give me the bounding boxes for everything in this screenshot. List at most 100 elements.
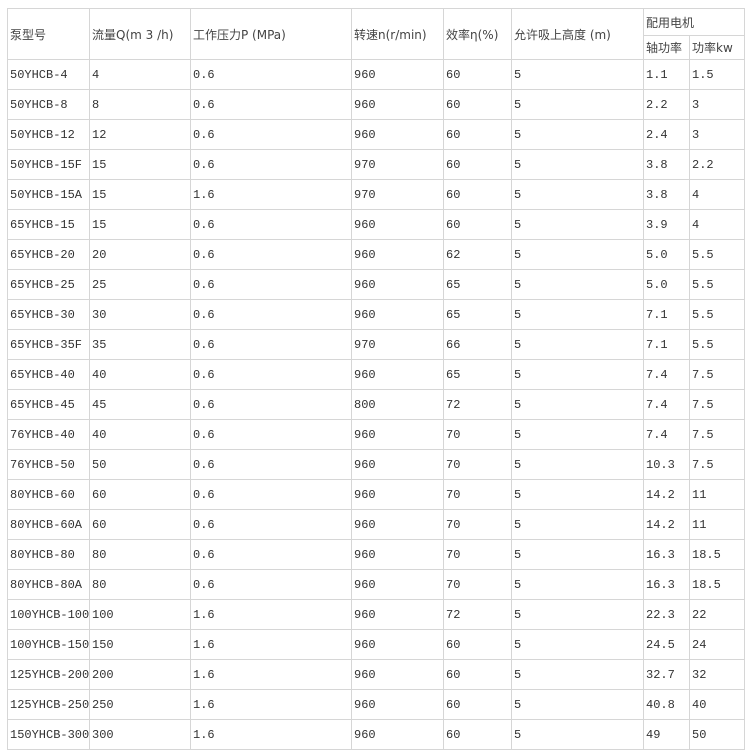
cell-pressure: 1.6: [190, 629, 352, 660]
cell-flow: 100: [89, 599, 191, 630]
cell-pressure: 1.6: [190, 179, 352, 210]
cell-flow: 60: [89, 509, 191, 540]
cell-model: 76YHCB-40: [7, 419, 90, 450]
table-row: 50YHCB-12 12 0.6 960 60 5 2.4 3: [7, 119, 746, 150]
cell-suction: 5: [511, 299, 644, 330]
cell-speed: 960: [351, 299, 444, 330]
cell-pressure: 0.6: [190, 569, 352, 600]
cell-flow: 8: [89, 89, 191, 120]
cell-power: 40: [688, 689, 746, 720]
cell-speed: 960: [351, 419, 444, 450]
cell-model: 50YHCB-4: [7, 59, 90, 90]
cell-shaft-power: 3.8: [643, 149, 690, 180]
cell-suction: 5: [511, 449, 644, 480]
header-suction: 允许吸上高度 (m): [511, 8, 644, 60]
cell-shaft-power: 14.2: [643, 479, 690, 510]
cell-suction: 5: [511, 269, 644, 300]
table-row: 150YHCB-300 300 1.6 960 60 5 49 50: [7, 719, 746, 750]
cell-efficiency: 60: [443, 119, 512, 150]
cell-efficiency: 72: [443, 599, 512, 630]
cell-speed: 960: [351, 509, 444, 540]
cell-shaft-power: 1.1: [643, 59, 690, 90]
cell-shaft-power: 14.2: [643, 509, 690, 540]
cell-model: 76YHCB-50: [7, 449, 90, 480]
cell-suction: 5: [511, 629, 644, 660]
header-row: 泵型号 流量Q(m 3 /h) 工作压力P (MPa) 转速n(r/min) 效…: [7, 8, 746, 60]
header-speed: 转速n(r/min): [351, 8, 444, 60]
cell-power: 7.5: [688, 449, 746, 480]
cell-pressure: 0.6: [190, 389, 352, 420]
header-efficiency: 效率η(%): [443, 8, 512, 60]
cell-speed: 970: [351, 329, 444, 360]
cell-model: 65YHCB-25: [7, 269, 90, 300]
cell-shaft-power: 3.9: [643, 209, 690, 240]
cell-power: 5.5: [688, 299, 746, 330]
cell-efficiency: 60: [443, 209, 512, 240]
cell-speed: 960: [351, 629, 444, 660]
cell-power: 11: [688, 479, 746, 510]
cell-shaft-power: 3.8: [643, 179, 690, 210]
cell-shaft-power: 10.3: [643, 449, 690, 480]
cell-pressure: 0.6: [190, 449, 352, 480]
cell-shaft-power: 7.1: [643, 299, 690, 330]
table-row: 100YHCB-150 150 1.6 960 60 5 24.5 24: [7, 629, 746, 660]
pump-spec-table: 泵型号 流量Q(m 3 /h) 工作压力P (MPa) 转速n(r/min) 效…: [7, 8, 746, 750]
table-row: 50YHCB-15A 15 1.6 970 60 5 3.8 4: [7, 179, 746, 210]
cell-speed: 960: [351, 89, 444, 120]
cell-efficiency: 60: [443, 149, 512, 180]
cell-efficiency: 72: [443, 389, 512, 420]
cell-efficiency: 65: [443, 359, 512, 390]
cell-efficiency: 60: [443, 719, 512, 750]
cell-power: 1.5: [688, 59, 746, 90]
cell-flow: 80: [89, 569, 191, 600]
cell-flow: 250: [89, 689, 191, 720]
cell-pressure: 0.6: [190, 299, 352, 330]
cell-power: 4: [688, 179, 746, 210]
cell-speed: 960: [351, 269, 444, 300]
cell-speed: 960: [351, 719, 444, 750]
cell-flow: 200: [89, 659, 191, 690]
cell-speed: 970: [351, 149, 444, 180]
cell-speed: 960: [351, 239, 444, 270]
table-row: 65YHCB-45 45 0.6 800 72 5 7.4 7.5: [7, 389, 746, 420]
cell-efficiency: 70: [443, 479, 512, 510]
cell-speed: 960: [351, 449, 444, 480]
cell-pressure: 0.6: [190, 209, 352, 240]
table-row: 76YHCB-50 50 0.6 960 70 5 10.3 7.5: [7, 449, 746, 480]
cell-flow: 45: [89, 389, 191, 420]
cell-power: 5.5: [688, 269, 746, 300]
cell-power: 18.5: [688, 539, 746, 570]
cell-shaft-power: 5.0: [643, 239, 690, 270]
cell-model: 150YHCB-300: [7, 719, 90, 750]
cell-speed: 960: [351, 659, 444, 690]
cell-power: 11: [688, 509, 746, 540]
table-row: 125YHCB-250 250 1.6 960 60 5 40.8 40: [7, 689, 746, 720]
cell-suction: 5: [511, 689, 644, 720]
cell-pressure: 0.6: [190, 119, 352, 150]
cell-efficiency: 65: [443, 269, 512, 300]
table-row: 50YHCB-15F 15 0.6 970 60 5 3.8 2.2: [7, 149, 746, 180]
subheader-row: 轴功率 功率kw: [8, 35, 746, 60]
cell-pressure: 1.6: [190, 689, 352, 720]
cell-pressure: 0.6: [190, 89, 352, 120]
cell-model: 100YHCB-150: [7, 629, 90, 660]
cell-efficiency: 70: [443, 419, 512, 450]
cell-model: 65YHCB-30: [7, 299, 90, 330]
table-row: 80YHCB-80A 80 0.6 960 70 5 16.3 18.5: [7, 569, 746, 600]
cell-pressure: 0.6: [190, 59, 352, 90]
cell-shaft-power: 7.1: [643, 329, 690, 360]
header-model: 泵型号: [7, 8, 90, 60]
cell-power: 3: [688, 89, 746, 120]
cell-flow: 60: [89, 479, 191, 510]
cell-suction: 5: [511, 359, 644, 390]
cell-flow: 4: [89, 59, 191, 90]
cell-suction: 5: [511, 539, 644, 570]
cell-shaft-power: 49: [643, 719, 690, 750]
cell-power: 24: [688, 629, 746, 660]
cell-speed: 960: [351, 209, 444, 240]
cell-pressure: 0.6: [190, 509, 352, 540]
cell-efficiency: 70: [443, 569, 512, 600]
cell-speed: 960: [351, 689, 444, 720]
cell-efficiency: 60: [443, 689, 512, 720]
cell-speed: 960: [351, 569, 444, 600]
